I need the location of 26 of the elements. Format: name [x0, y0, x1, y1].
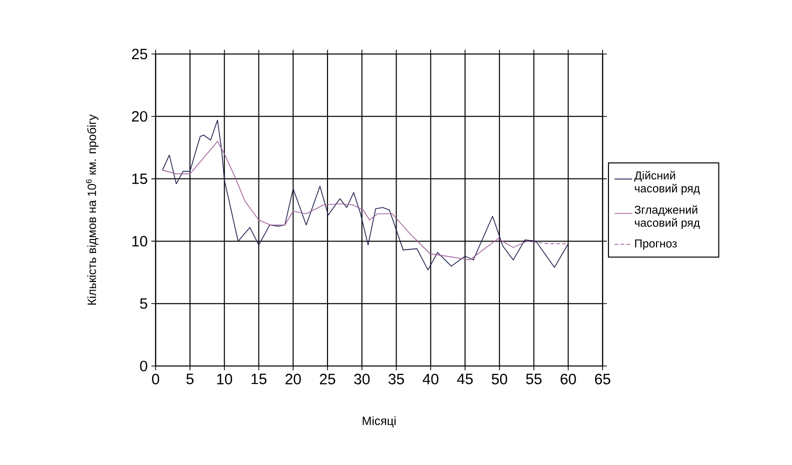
y-tick-label: 10	[132, 236, 148, 246]
legend-label: Згладжений часовий ряд	[634, 205, 700, 230]
x-tick-label: 60	[560, 374, 576, 384]
x-tick-label: 45	[457, 374, 473, 384]
x-tick-label: 15	[252, 374, 266, 384]
x-tick-label: 20	[286, 374, 301, 384]
y-tick-label: 0	[140, 360, 148, 372]
x-tick-label: 55	[526, 374, 542, 384]
x-tick-label: 0	[152, 374, 160, 384]
legend-label: Прогноз	[635, 240, 677, 250]
x-tick-label: 40	[422, 374, 438, 384]
y-tick-label: 20	[132, 111, 148, 122]
y-tick-label: 5	[140, 298, 148, 309]
y-tick-label: 15	[132, 174, 148, 184]
x-tick-label: 50	[492, 374, 508, 384]
x-tick-label: 25	[320, 374, 336, 384]
y-axis-title: Кількість відмов на 10$^{6}$ км. пробігу	[86, 114, 98, 305]
x-tick-label: 5	[186, 374, 194, 384]
x-tick-label: 30	[354, 374, 370, 384]
line-series	[162, 120, 569, 270]
x-tick-label: 65	[595, 374, 610, 384]
legend-label: Дійсний часовий ряд	[634, 170, 700, 195]
x-axis-title: Місяці	[362, 416, 396, 428]
x-tick-label: 10	[217, 374, 232, 384]
x-tick-label: 35	[388, 374, 404, 384]
y-tick-label: 25	[132, 48, 148, 60]
